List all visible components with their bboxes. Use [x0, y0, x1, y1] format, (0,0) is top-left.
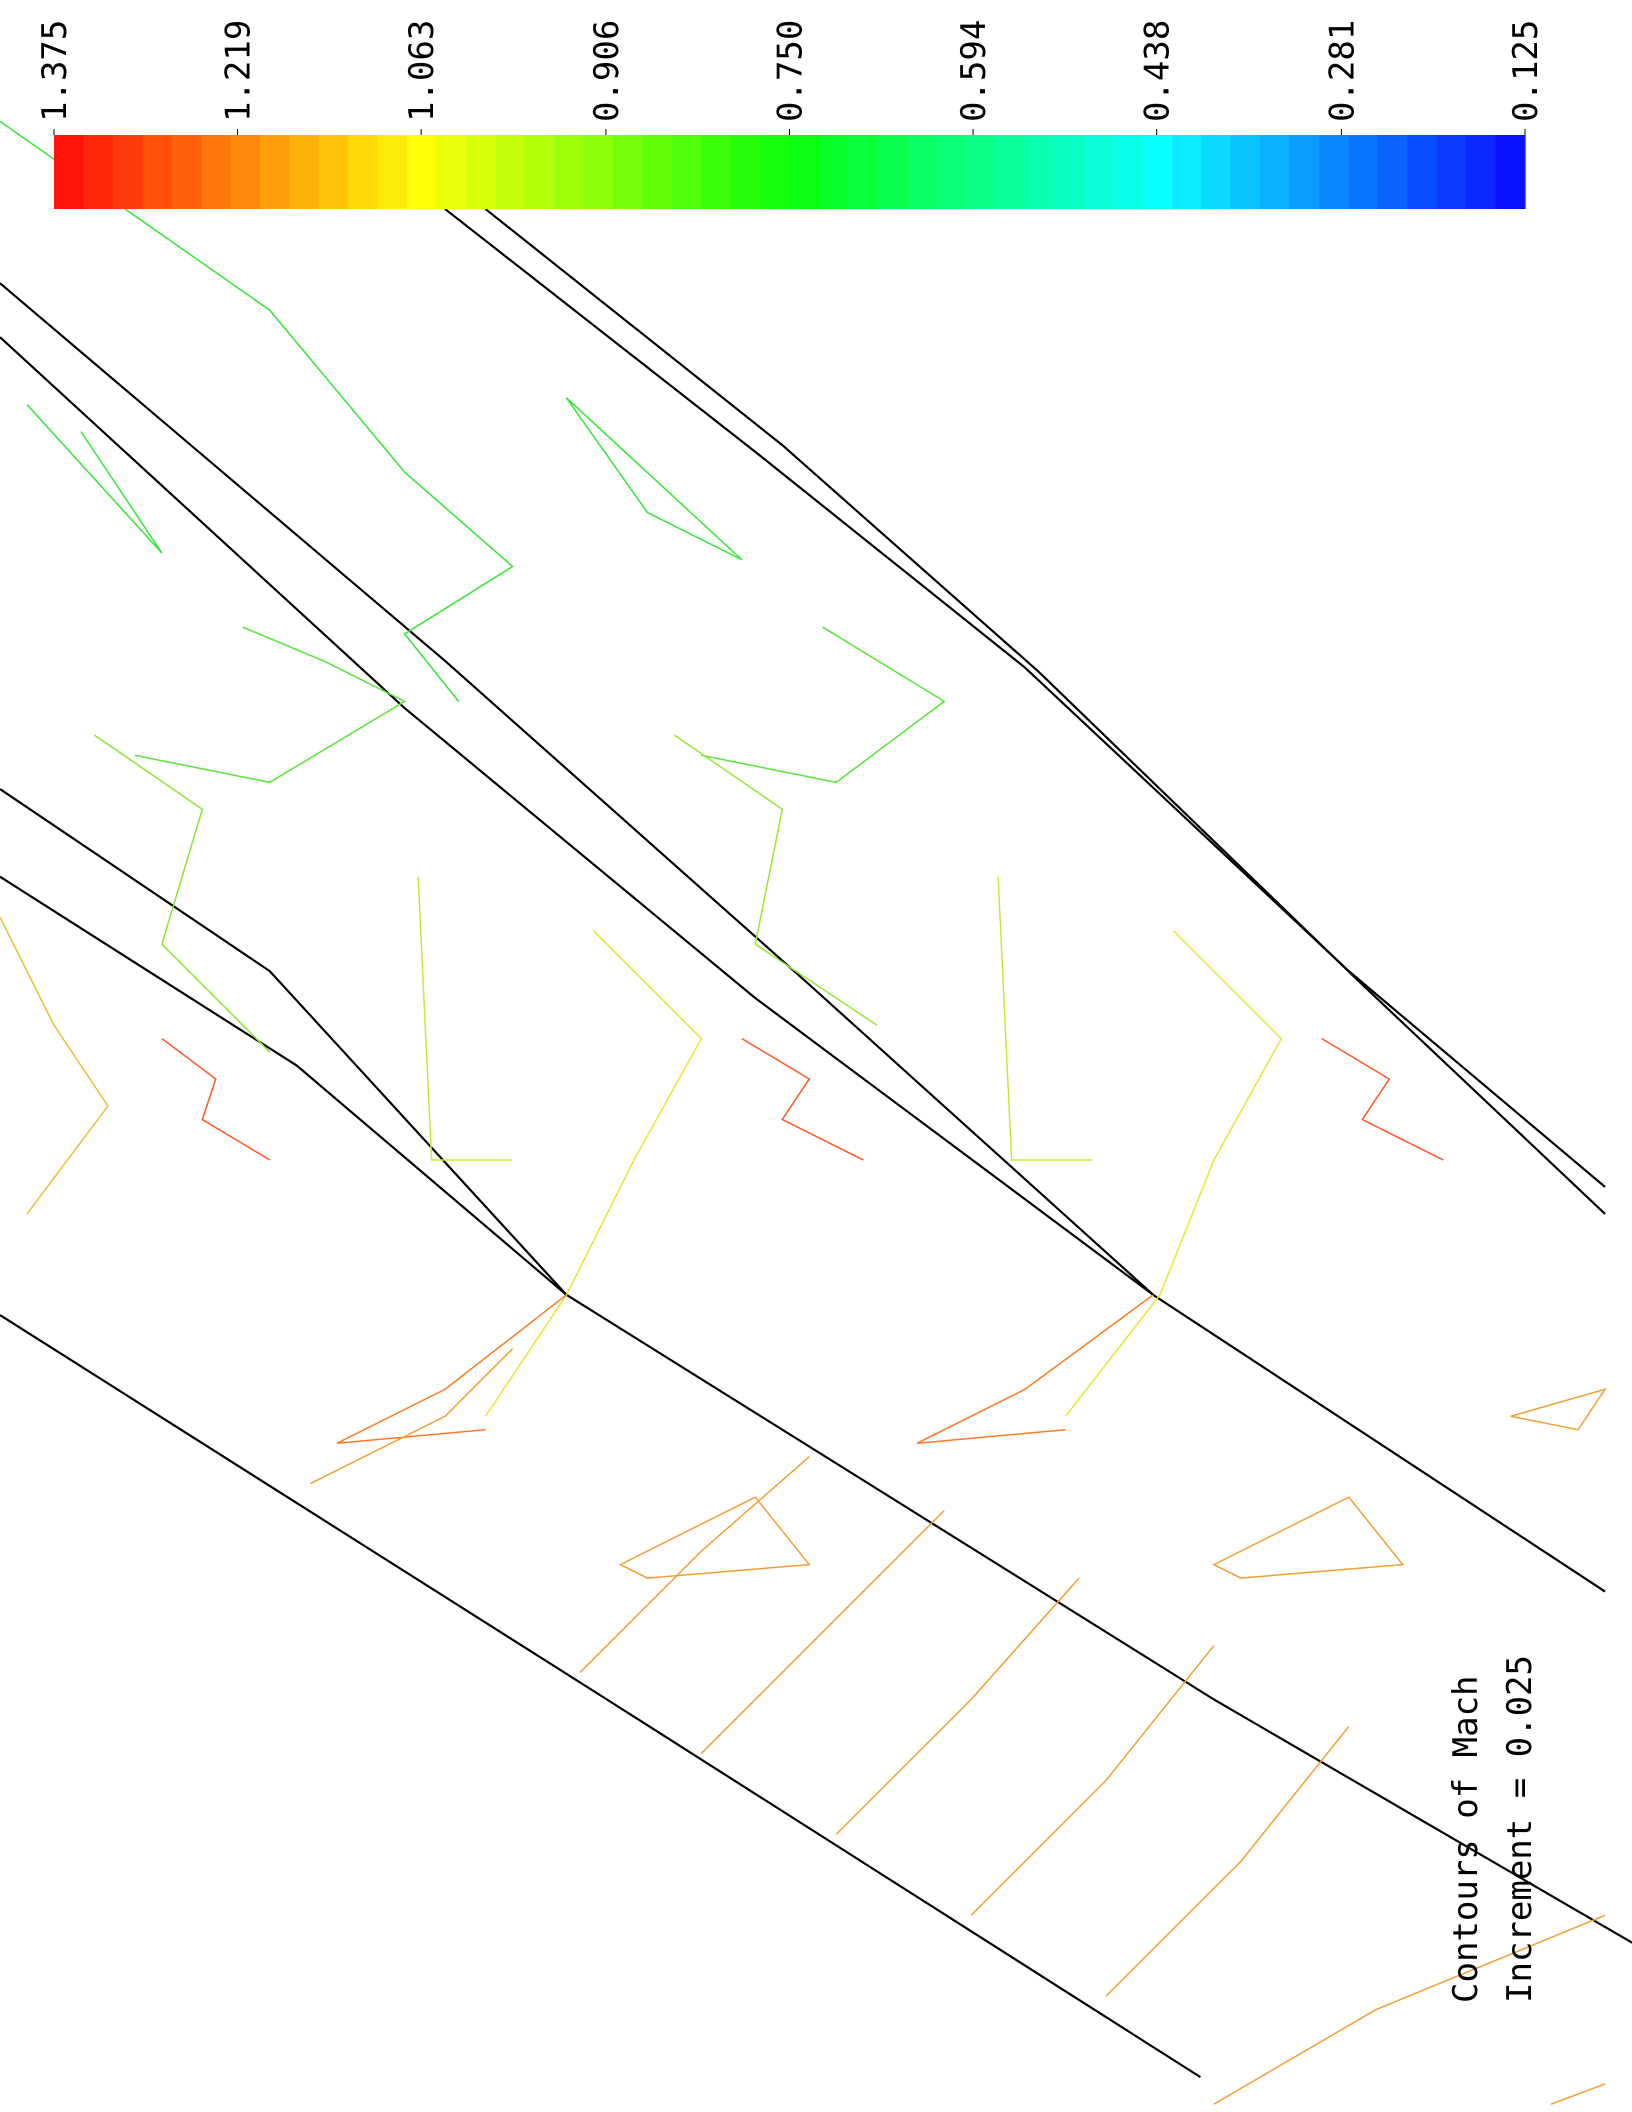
colorbar-segment	[701, 135, 732, 209]
colorbar-segment	[1083, 135, 1114, 209]
colorbar: 1.375 1.219 1.063 0.906 0.750 0.594 0.438 0.281…	[35, 20, 1546, 209]
colorbar-segment	[230, 135, 261, 209]
colorbar-segment	[1436, 135, 1467, 209]
colorbar-tick-label: 1.375	[35, 20, 75, 122]
colorbar-segment	[907, 135, 938, 209]
colorbar-segment	[760, 135, 791, 209]
colorbar-segment	[730, 135, 761, 209]
colorbar-segment	[936, 135, 967, 209]
colorbar-segment	[848, 135, 879, 209]
colorbar-segment	[995, 135, 1026, 209]
colorbar-segment	[348, 135, 379, 209]
colorbar-segment	[259, 135, 290, 209]
colorbar-segment	[54, 135, 85, 209]
colorbar-segment	[966, 135, 997, 209]
colorbar-segment	[583, 135, 614, 209]
blades	[0, 208, 1632, 2079]
colorbar-segment	[377, 135, 408, 209]
colorbar-segment	[1171, 135, 1202, 209]
colorbar-segment	[142, 135, 173, 209]
colorbar-segment	[1466, 135, 1497, 209]
chart-title: Contours of Mach	[1446, 1675, 1486, 2003]
colorbar-segment	[524, 135, 555, 209]
colorbar-tick-label: 0.438	[1138, 20, 1178, 122]
colorbar-segment	[1289, 135, 1320, 209]
colorbar-segment	[112, 135, 143, 209]
colorbar-segment	[201, 135, 232, 209]
colorbar-segment	[818, 135, 849, 209]
colorbar-tick-label: 0.594	[954, 20, 994, 122]
colorbar-segment	[789, 135, 820, 209]
colorbar-segment	[554, 135, 585, 209]
colorbar-segment	[1230, 135, 1261, 209]
colorbar-segment	[83, 135, 114, 209]
colorbar-segment	[1201, 135, 1232, 209]
colorbar-segment	[671, 135, 702, 209]
colorbar-segment	[495, 135, 526, 209]
colorbar-segment	[1495, 135, 1526, 209]
colorbar-segment	[436, 135, 467, 209]
colorbar-segment	[1142, 135, 1173, 209]
colorbar-segment	[612, 135, 643, 209]
colorbar-segment	[318, 135, 349, 209]
colorbar-segment	[1348, 135, 1379, 209]
colorbar-tick-label: 0.125	[1506, 20, 1546, 122]
colorbar-segment	[1260, 135, 1291, 209]
colorbar-segment	[465, 135, 496, 209]
contour-lines	[0, 120, 1607, 2105]
colorbar-segment	[289, 135, 320, 209]
colorbar-tick-label: 1.219	[219, 20, 259, 122]
colorbar-segment	[171, 135, 202, 209]
colorbar-segment	[1377, 135, 1408, 209]
annotation: Increment = 0.025	[1500, 1655, 1540, 2003]
colorbar-segment	[1113, 135, 1144, 209]
colorbar-segment	[877, 135, 908, 209]
colorbar-tick-label: 0.281	[1322, 20, 1362, 122]
colorbar-segment	[642, 135, 673, 209]
colorbar-tick-label: 0.750	[771, 20, 811, 122]
colorbar-segment	[1054, 135, 1085, 209]
flow-field	[0, 120, 1632, 2105]
colorbar-segment	[1319, 135, 1350, 209]
colorbar-tick-label: 0.906	[587, 20, 627, 122]
colorbar-segment	[407, 135, 438, 209]
colorbar-tick-label: 1.063	[402, 20, 442, 122]
colorbar-segment	[1407, 135, 1438, 209]
colorbar-segment	[1024, 135, 1055, 209]
